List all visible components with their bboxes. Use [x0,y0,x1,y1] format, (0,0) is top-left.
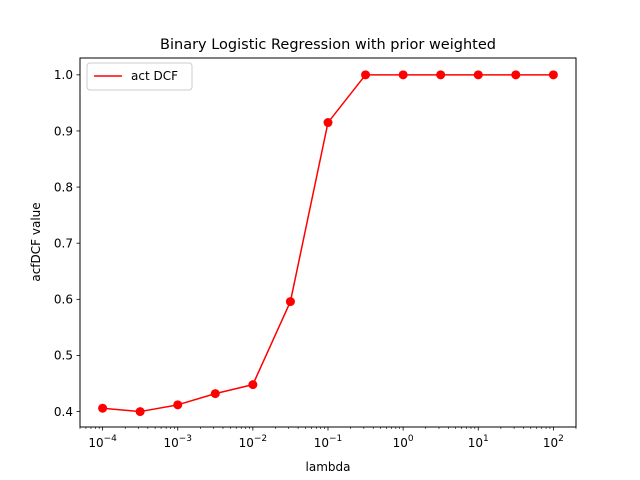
data-point [548,70,558,80]
x-tick-label: 10−3 [163,434,192,450]
x-tick-label: 10−2 [239,434,268,450]
data-point [436,70,446,80]
x-tick-label: 10−4 [88,434,117,450]
y-tick-label: 1.0 [54,68,73,82]
x-tick-label: 102 [543,434,564,450]
series-layer [98,70,558,417]
data-point [511,70,521,80]
y-axis-label: acfDCF value [29,202,43,281]
data-point [210,389,220,399]
legend-box [86,62,193,91]
y-tick-label: 0.4 [54,405,73,419]
data-point [473,70,483,80]
data-point [248,380,258,390]
chart-title: Binary Logistic Regression with prior we… [160,37,496,53]
x-tick-label: 100 [393,434,414,450]
y-tick-label: 0.6 [54,293,73,307]
x-tick-label: 101 [468,434,489,450]
data-point [98,403,108,413]
x-tick-label: 10−1 [314,434,343,450]
legend: act DCF [86,62,193,91]
data-point [285,297,295,307]
data-point [361,70,371,80]
data-point [135,407,145,417]
y-tick-label: 0.9 [54,124,73,138]
y-tick-label: 0.5 [54,349,73,363]
y-tick-label: 0.7 [54,237,73,251]
y-axis-ticks: 0.4 0.5 0.6 0.7 0.8 0.9 1.0 [54,68,80,419]
x-axis-label: lambda [306,460,351,474]
data-point [398,70,408,80]
data-point [173,400,183,410]
data-point [323,118,333,128]
x-axis-ticks: 10−4 10−3 10−2 10−1 100 101 102 [79,427,577,450]
y-tick-label: 0.8 [54,180,73,194]
legend-item-act-dcf: act DCF [131,69,178,83]
